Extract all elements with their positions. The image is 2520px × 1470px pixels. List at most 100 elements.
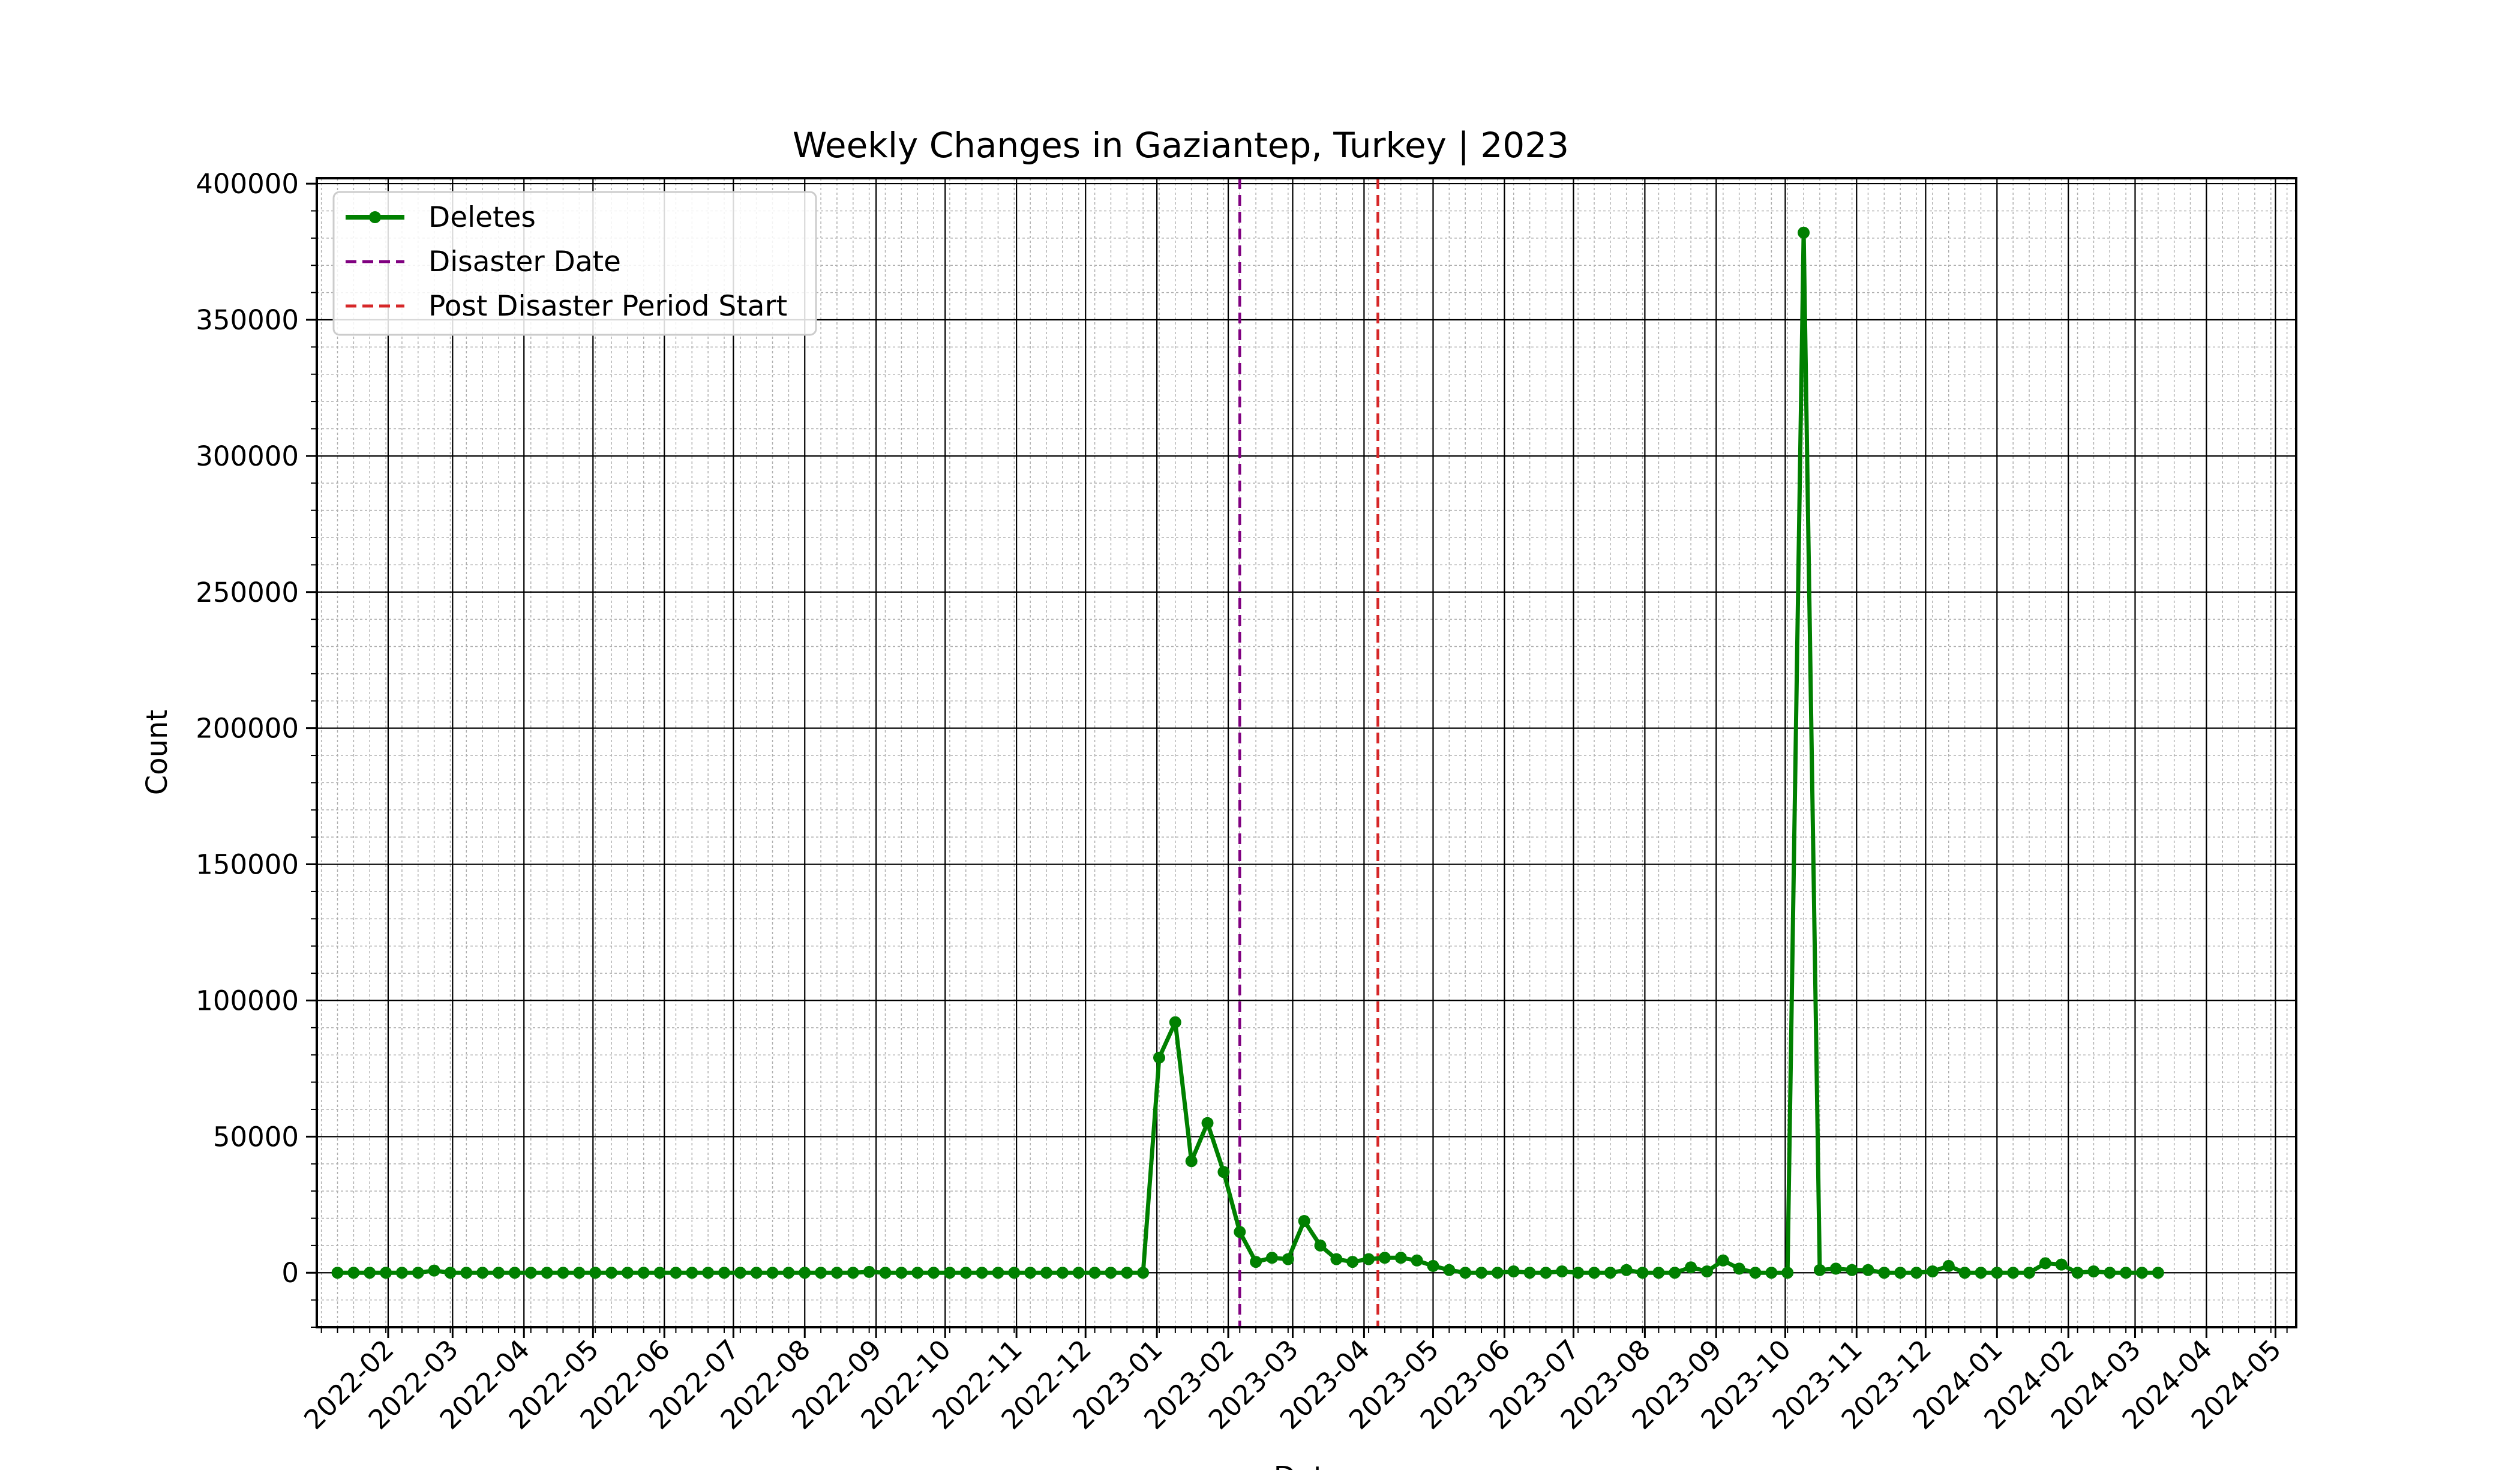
x-axis-label: Date [1274,1460,1343,1470]
data-point [879,1267,892,1279]
data-point [573,1267,586,1279]
data-point [799,1267,811,1279]
data-point [702,1267,715,1279]
data-point [1024,1267,1037,1279]
data-point [508,1267,521,1279]
data-point [1330,1253,1343,1265]
data-point [1813,1264,1826,1276]
data-point [1378,1252,1391,1264]
data-point [1540,1267,1552,1279]
y-tick-label: 250000 [196,577,299,608]
data-point [1266,1252,1278,1264]
series-layer [331,226,2164,1279]
data-point [1459,1267,1472,1279]
data-point [1894,1267,1907,1279]
data-point [1798,226,1810,239]
data-point [2071,1267,2084,1279]
data-point [1427,1259,1439,1272]
data-point [1217,1166,1230,1178]
data-point [1363,1253,1375,1265]
data-point [1105,1267,1117,1279]
data-point [1588,1267,1600,1279]
data-point [1669,1267,1681,1279]
data-point [1910,1267,1923,1279]
data-point [1137,1267,1150,1279]
data-point [734,1267,746,1279]
y-tick-label: 150000 [196,849,299,881]
data-point [2104,1267,2116,1279]
data-point [460,1267,473,1279]
data-point [782,1267,795,1279]
data-point [557,1267,569,1279]
data-point [637,1267,650,1279]
data-point [1717,1254,1729,1267]
y-tick-label: 200000 [196,713,299,745]
data-point [444,1267,457,1279]
data-point [541,1267,553,1279]
y-tick-label: 0 [281,1257,299,1289]
data-point [380,1267,392,1279]
data-point [1636,1267,1649,1279]
data-point [943,1267,956,1279]
data-point [1523,1267,1536,1279]
data-point [1556,1265,1568,1277]
data-point [1040,1267,1052,1279]
legend-box [332,191,817,336]
y-axis-ticks: 0 50000 100000 150000 200000 250000 300000 3500… [196,168,317,1328]
data-point [1733,1262,1745,1275]
data-point [1765,1267,1778,1279]
minor-grid [317,178,2296,1328]
data-point [1991,1267,2003,1279]
data-point [1394,1252,1407,1264]
data-point [605,1267,617,1279]
data-point [976,1267,988,1279]
data-point [1056,1267,1069,1279]
y-tick-label: 400000 [196,168,299,200]
data-point [1781,1267,1794,1279]
data-point [1604,1267,1616,1279]
data-point [1878,1267,1891,1279]
data-point [2152,1267,2164,1279]
data-point [2087,1265,2100,1277]
data-point [1926,1265,1939,1277]
data-point [815,1267,827,1279]
data-point [1169,1016,1181,1028]
legend-disaster-label: Disaster Date [428,245,621,278]
y-tick-label: 350000 [196,304,299,336]
legend-deletes-marker [369,211,381,223]
data-point [992,1267,1004,1279]
data-point [395,1267,408,1279]
data-point [2055,1258,2068,1271]
data-point [364,1267,376,1279]
data-point [1846,1264,1858,1276]
legend-deletes-label: Deletes [428,201,536,234]
data-point [1507,1265,1520,1277]
y-axis-label: Count [140,710,174,796]
data-point [1121,1267,1133,1279]
legend: Deletes Disaster Date Post Disaster Peri… [332,191,817,336]
data-point [1475,1267,1487,1279]
data-point [911,1267,924,1279]
data-point [670,1267,682,1279]
y-tick-label: 100000 [196,985,299,1016]
data-point [1829,1262,1842,1275]
data-point [847,1267,859,1279]
chart-title: Weekly Changes in Gaziantep, Turkey | 20… [793,125,1569,166]
data-point [1572,1267,1585,1279]
data-point [589,1267,602,1279]
data-point [1185,1155,1198,1168]
data-point [1620,1264,1633,1276]
data-point [959,1267,972,1279]
data-point [1298,1215,1310,1227]
data-point [1314,1239,1327,1252]
data-point [1958,1267,1971,1279]
data-point [718,1267,730,1279]
y-tick-label: 50000 [213,1121,299,1153]
data-point [863,1265,875,1278]
data-point [1234,1226,1246,1238]
data-point [412,1267,424,1279]
legend-post-disaster-label: Post Disaster Period Start [428,290,787,323]
data-point [493,1267,505,1279]
data-point [1250,1256,1262,1268]
data-point [1685,1261,1697,1274]
